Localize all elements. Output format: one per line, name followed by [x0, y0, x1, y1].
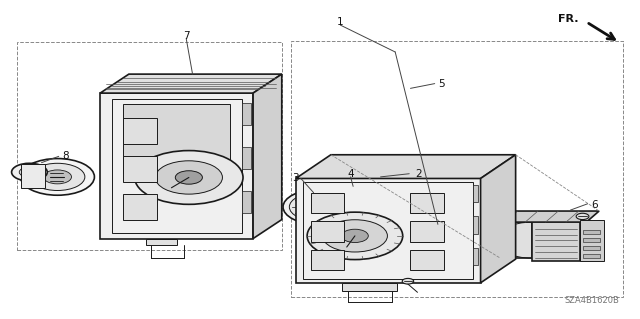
Bar	[410, 221, 444, 242]
Circle shape	[44, 170, 72, 184]
Circle shape	[454, 228, 502, 252]
Bar	[311, 193, 344, 213]
Polygon shape	[100, 74, 282, 93]
Bar	[311, 221, 344, 242]
Circle shape	[354, 199, 385, 215]
Circle shape	[289, 193, 347, 221]
Bar	[20, 164, 45, 188]
Circle shape	[467, 235, 489, 246]
Polygon shape	[296, 178, 481, 283]
Bar	[583, 254, 600, 257]
Bar	[583, 230, 600, 234]
Text: FR.: FR.	[557, 14, 578, 24]
Bar	[410, 250, 444, 270]
Text: 2: 2	[415, 169, 422, 179]
Polygon shape	[146, 239, 177, 245]
Bar	[242, 103, 251, 125]
Polygon shape	[464, 227, 475, 253]
Polygon shape	[123, 105, 230, 173]
Circle shape	[156, 161, 223, 194]
Polygon shape	[580, 219, 604, 261]
Bar	[123, 194, 157, 219]
Text: 8: 8	[62, 151, 68, 161]
Polygon shape	[478, 222, 532, 258]
Bar	[242, 147, 251, 169]
Polygon shape	[342, 283, 397, 291]
Circle shape	[330, 187, 409, 226]
Polygon shape	[100, 93, 253, 239]
Bar	[123, 156, 157, 182]
Bar	[473, 248, 478, 265]
Circle shape	[402, 278, 413, 284]
Polygon shape	[532, 219, 580, 261]
Polygon shape	[253, 74, 282, 239]
Bar	[311, 250, 344, 270]
Text: 1: 1	[337, 17, 344, 27]
Bar	[583, 238, 600, 242]
Bar	[410, 193, 444, 213]
Text: 4: 4	[348, 169, 354, 179]
Circle shape	[323, 220, 387, 252]
Text: 5: 5	[438, 78, 445, 89]
Circle shape	[442, 222, 515, 258]
Circle shape	[307, 212, 403, 260]
Bar	[473, 185, 478, 202]
Circle shape	[302, 199, 334, 215]
Circle shape	[576, 213, 589, 219]
Text: SZA4B1620B: SZA4B1620B	[564, 296, 620, 305]
Circle shape	[20, 159, 95, 195]
Polygon shape	[481, 155, 516, 283]
Circle shape	[175, 171, 202, 184]
Text: 6: 6	[591, 200, 598, 210]
Polygon shape	[465, 211, 599, 222]
Circle shape	[283, 189, 353, 224]
Bar	[123, 118, 157, 144]
Circle shape	[30, 163, 85, 190]
Bar	[473, 216, 478, 234]
Text: 3: 3	[292, 174, 299, 183]
Circle shape	[12, 163, 47, 181]
Circle shape	[19, 167, 40, 177]
Circle shape	[339, 192, 401, 222]
Text: 7: 7	[183, 31, 189, 41]
Circle shape	[342, 229, 368, 242]
Bar	[583, 246, 600, 250]
Bar	[242, 191, 251, 213]
Circle shape	[134, 151, 243, 204]
Polygon shape	[296, 155, 516, 178]
